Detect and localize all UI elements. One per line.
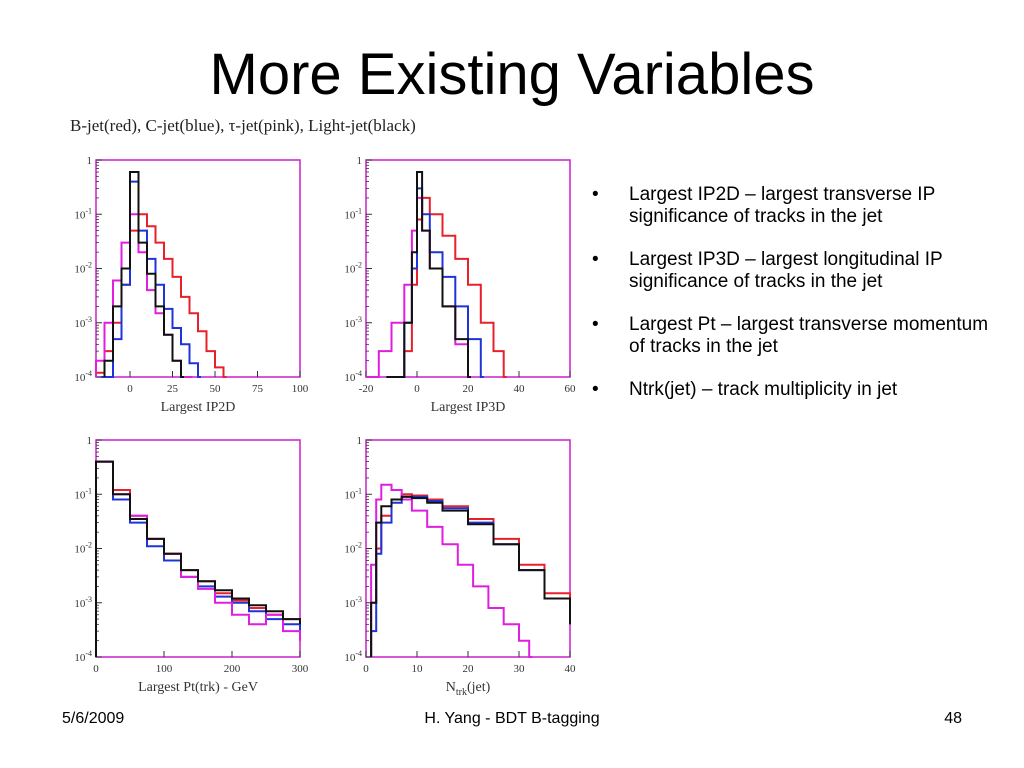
bullet-icon: • — [592, 379, 599, 400]
y-tick-label: 10-1 — [74, 486, 92, 501]
footer-presenter: H. Yang - BDT B-tagging — [424, 710, 600, 727]
series-line-b-jet — [95, 213, 227, 378]
bullet-text: Largest Pt – largest transverse momentum… — [629, 314, 989, 357]
series-line-light-jet — [103, 171, 184, 378]
color-legend: B-jet(red), C-jet(blue), τ-jet(pink), Li… — [70, 116, 422, 136]
bullet-icon: • — [592, 314, 599, 335]
y-tick-label: 10-1 — [344, 206, 362, 221]
series-line-b-jet — [403, 196, 507, 378]
bullet-text: Largest IP3D – largest longitudinal IP s… — [629, 249, 943, 292]
y-tick-label: 10-4 — [344, 649, 362, 664]
plot-frame — [365, 439, 571, 658]
bullet-text: Ntrk(jet) – track multiplicity in jet — [629, 379, 898, 400]
x-tick-label: 25 — [167, 383, 179, 395]
series-line-light-jet — [370, 495, 571, 657]
y-tick-label: 1 — [357, 435, 363, 447]
y-tick-label: 10-3 — [344, 315, 362, 330]
series-line-light-jet — [95, 460, 301, 657]
y-tick-label: 10-4 — [74, 649, 92, 664]
chart-ip3d: 10-4 10-3 10-2 10-1 1 -20 0 20 40 60 Largest IP3D — [344, 155, 577, 415]
y-tick-label: 1 — [357, 155, 363, 167]
y-tick-label: 10-1 — [344, 486, 362, 501]
series-line-b-jet — [370, 493, 571, 657]
x-tick-label: 200 — [224, 663, 241, 675]
x-tick-label: 60 — [565, 383, 577, 395]
y-tick-label: 10-3 — [74, 315, 92, 330]
y-tick-label: 10-3 — [74, 595, 92, 610]
x-tick-label: 300 — [292, 663, 309, 675]
footer-page-number: 48 — [944, 710, 962, 727]
x-tick-label: 0 — [93, 663, 99, 675]
x-tick-label: 50 — [210, 383, 222, 395]
x-tick-label: 0 — [127, 383, 133, 395]
x-tick-label: 10 — [412, 663, 424, 675]
y-tick-label: 10-4 — [344, 369, 362, 384]
x-axis-title: Ntrk(jet) — [446, 680, 491, 698]
x-tick-label: -20 — [359, 383, 374, 395]
plot-frame — [95, 439, 301, 658]
series-line-light-jet — [386, 171, 471, 378]
series-line-c-jet — [101, 180, 201, 378]
x-tick-label: 20 — [463, 663, 475, 675]
series-line-τ-jet — [370, 483, 533, 658]
x-tick-label: 100 — [156, 663, 173, 675]
series-line-b-jet — [95, 460, 301, 657]
series-line-c-jet — [386, 187, 484, 378]
x-tick-label: 30 — [514, 663, 526, 675]
slide-title: More Existing Variables — [209, 42, 815, 107]
x-tick-label: 75 — [252, 383, 264, 395]
x-tick-label: 40 — [514, 383, 526, 395]
bullet-item: • Ntrk(jet) – track multiplicity in jet — [592, 379, 1002, 401]
x-tick-label: 100 — [292, 383, 309, 395]
y-tick-label: 10-2 — [344, 261, 362, 276]
chart-pt: 10-4 10-3 10-2 10-1 1 0 100 200 300 Largest Pt(tr… — [74, 435, 309, 695]
y-tick-label: 1 — [87, 435, 93, 447]
series-line-τ-jet — [95, 213, 193, 378]
x-axis-title: Largest Pt(trk) - GeV — [138, 680, 258, 695]
x-tick-label: 0 — [363, 663, 369, 675]
x-axis-title: Largest IP2D — [161, 400, 236, 415]
x-axis-title: Largest IP3D — [431, 400, 506, 415]
bullet-item: • Largest Pt – largest transverse momentu… — [592, 314, 1002, 358]
y-tick-label: 10-3 — [344, 595, 362, 610]
x-tick-label: 0 — [414, 383, 420, 395]
series-line-c-jet — [370, 495, 571, 657]
y-tick-label: 1 — [87, 155, 93, 167]
y-tick-label: 10-2 — [74, 541, 92, 556]
x-tick-label: 20 — [463, 383, 475, 395]
bullet-icon: • — [592, 249, 599, 270]
y-tick-label: 10-1 — [74, 206, 92, 221]
x-tick-label: 40 — [565, 663, 577, 675]
bullet-list: • Largest IP2D – largest transverse IP si… — [592, 184, 1002, 422]
bullet-icon: • — [592, 184, 599, 205]
chart-ip2d: 10-4 10-3 10-2 10-1 1 0 25 50 75 100 Largest IP2D — [74, 155, 309, 415]
bullet-item: • Largest IP2D – largest transverse IP si… — [592, 184, 1002, 228]
y-tick-label: 10-2 — [344, 541, 362, 556]
y-tick-label: 10-2 — [74, 261, 92, 276]
bullet-item: • Largest IP3D – largest longitudinal IP … — [592, 249, 1002, 293]
bullet-text: Largest IP2D – largest transverse IP sig… — [629, 184, 935, 227]
y-tick-label: 10-4 — [74, 369, 92, 384]
footer-date: 5/6/2009 — [62, 710, 125, 727]
